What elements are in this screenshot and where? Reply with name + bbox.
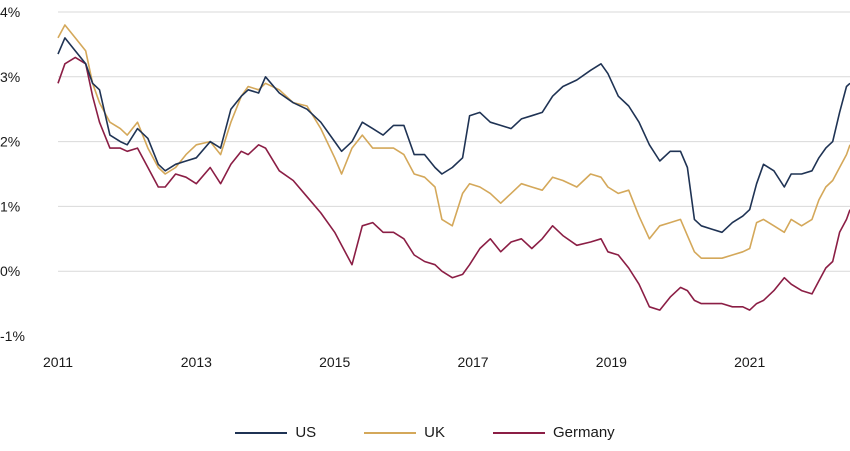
legend: US UK Germany <box>0 424 850 441</box>
series-line-uk <box>57 24 850 260</box>
x-axis-tick-labels: 2011 2013 2015 2017 2019 2021 <box>43 354 766 370</box>
legend-label-uk: UK <box>424 424 445 441</box>
x-tick-label: 2021 <box>734 354 765 370</box>
y-axis-tick-labels: -1% 0% 1% 2% 3% 4% <box>0 4 25 344</box>
series-lines <box>57 24 850 311</box>
legend-swatch-us <box>235 431 288 434</box>
x-tick-label: 2015 <box>319 354 350 370</box>
legend-label-us: US <box>295 424 317 441</box>
y-tick-label: 4% <box>0 4 20 20</box>
y-tick-label: 1% <box>0 198 20 214</box>
x-tick-label: 2011 <box>43 354 73 370</box>
legend-swatch-uk <box>364 431 417 434</box>
legend-label-germany: Germany <box>553 424 615 441</box>
x-tick-label: 2013 <box>181 354 212 370</box>
y-tick-label: -1% <box>0 328 25 344</box>
legend-swatch-germany <box>493 431 545 434</box>
legend-item-us: US <box>235 424 316 441</box>
series-line-germany <box>57 56 850 311</box>
y-tick-label: 0% <box>0 263 20 279</box>
y-tick-label: 3% <box>0 69 20 85</box>
y-tick-label: 2% <box>0 134 20 150</box>
gridlines <box>58 11 850 272</box>
series-line-us <box>57 37 850 234</box>
legend-item-uk: UK <box>364 424 445 441</box>
x-tick-label: 2017 <box>457 354 488 370</box>
x-tick-label: 2019 <box>596 354 627 370</box>
legend-item-germany: Germany <box>493 424 615 441</box>
